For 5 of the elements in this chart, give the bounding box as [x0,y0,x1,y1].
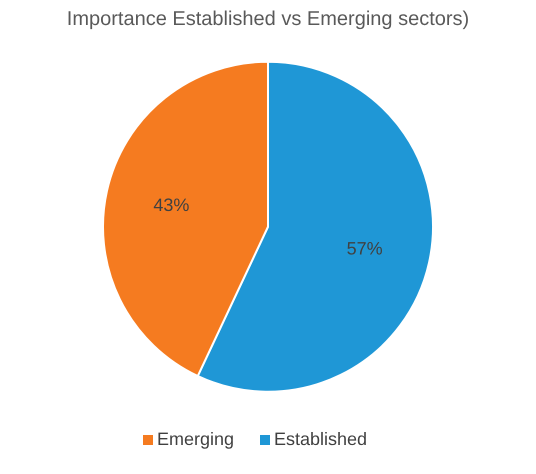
legend-label: Emerging [156,429,234,449]
data-label: 57% [346,238,383,258]
legend-label: Established [274,429,368,449]
data-label: 43% [153,195,190,216]
chart-title: Importance Established vs Emerging sectors) [66,8,470,31]
